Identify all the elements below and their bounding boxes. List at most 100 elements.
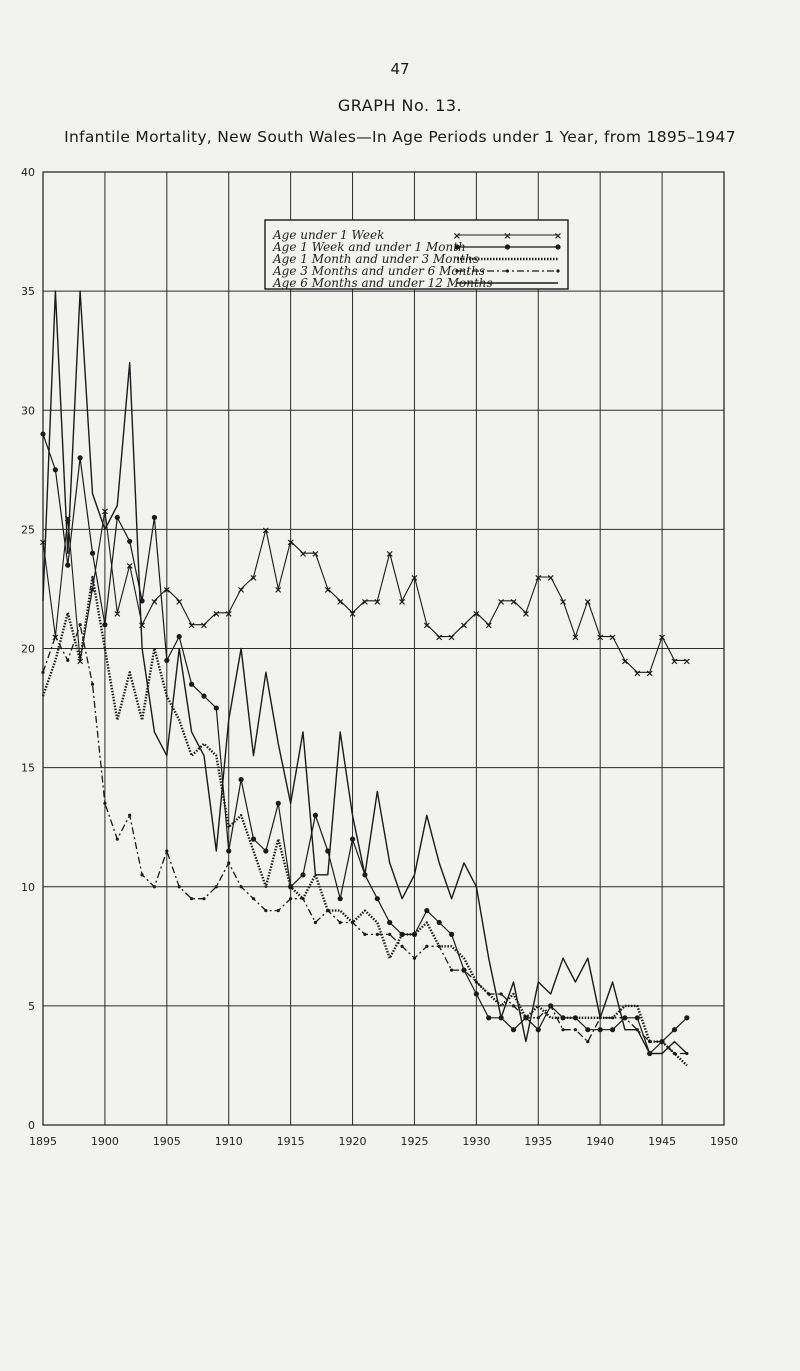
data-point	[300, 872, 306, 878]
data-point: ×	[385, 549, 393, 560]
legend-box	[264, 219, 569, 290]
legend-label: Age 6 Months and under 12 Months	[272, 276, 493, 290]
data-point	[189, 897, 194, 901]
data-point: ×	[423, 621, 431, 632]
data-point	[623, 1016, 627, 1020]
data-point: ×	[633, 668, 641, 679]
data-point	[227, 861, 231, 865]
data-point	[115, 837, 119, 841]
legend-label: Age under 1 Week	[272, 228, 384, 242]
series-line	[42, 509, 687, 673]
x-tick-label: 1905	[153, 1135, 181, 1148]
data-point: ×	[497, 597, 505, 608]
data-point: ×	[64, 513, 72, 524]
page-number: 47	[390, 60, 410, 78]
data-point	[450, 968, 454, 972]
data-point	[684, 1015, 690, 1021]
data-point	[251, 897, 256, 901]
data-point: ×	[138, 621, 146, 632]
data-point	[114, 514, 120, 521]
x-tick-label: 1925	[400, 1135, 428, 1148]
data-point	[350, 920, 355, 925]
data-point	[536, 1016, 540, 1020]
data-point: ×	[571, 633, 579, 644]
data-point: ×	[113, 609, 121, 620]
data-point: ×	[249, 573, 257, 584]
data-point: ×	[163, 585, 171, 596]
chart-heading: GRAPH No. 13.	[337, 96, 463, 115]
data-point: ×	[286, 537, 294, 548]
data-point: ×	[460, 621, 468, 632]
data-point	[400, 944, 404, 948]
chart-title: Infantile Mortality, New South Wales—In …	[64, 128, 736, 146]
data-point	[449, 931, 455, 938]
data-point	[128, 813, 132, 817]
data-point	[239, 885, 243, 889]
data-point	[52, 467, 58, 473]
y-tick-label: 40	[21, 166, 35, 179]
data-point	[276, 908, 280, 913]
data-point: ×	[225, 609, 233, 620]
data-point	[78, 623, 82, 627]
data-point	[597, 1027, 603, 1033]
data-point	[610, 1016, 615, 1020]
data-point	[487, 992, 491, 996]
data-point: ×	[509, 597, 517, 608]
legend-marker	[455, 269, 459, 273]
data-point	[436, 919, 442, 926]
data-point: ×	[559, 597, 567, 608]
data-point: ×	[608, 633, 616, 644]
data-point: ×	[311, 549, 319, 560]
data-point: ×	[522, 609, 530, 620]
data-point	[313, 920, 317, 925]
data-point: ×	[398, 597, 406, 608]
data-point: ×	[410, 573, 418, 584]
data-point	[424, 907, 430, 914]
data-point: ×	[658, 633, 666, 644]
data-point: ×	[596, 633, 604, 644]
data-point	[412, 956, 417, 960]
x-tick-label: 1950	[710, 1135, 738, 1148]
data-point	[511, 1004, 516, 1008]
chart-axes: 1895 1900 1905 1910 1915 1920 1925 1930 1935 1940…	[21, 166, 738, 1148]
data-point	[486, 1015, 492, 1021]
legend-marker	[555, 244, 561, 250]
data-point	[250, 836, 257, 842]
data-point: ×	[447, 633, 455, 644]
data-point: ×	[237, 585, 245, 596]
data-point	[201, 693, 207, 699]
x-tick-label: 1910	[215, 1135, 243, 1148]
legend-marker	[454, 244, 460, 250]
y-tick-label: 30	[21, 404, 35, 417]
x-tick-label: 1915	[277, 1135, 305, 1148]
x-tick-label: 1935	[524, 1135, 552, 1148]
data-point	[65, 562, 71, 568]
legend-label: Age 3 Months and under 6 Months	[272, 264, 485, 278]
y-tick-label: 35	[21, 285, 35, 298]
legend-marker: ×	[453, 231, 461, 242]
data-point	[585, 1027, 591, 1033]
data-point	[66, 658, 70, 663]
x-tick-label: 1920	[339, 1135, 367, 1148]
data-point	[89, 550, 96, 556]
data-point	[437, 944, 441, 948]
data-point	[312, 812, 318, 818]
data-point	[103, 801, 107, 805]
y-tick-label: 20	[21, 643, 35, 656]
data-point: ×	[187, 621, 195, 632]
data-point	[188, 681, 195, 687]
y-tick-label: 15	[21, 762, 35, 775]
data-point	[387, 919, 393, 926]
data-point	[213, 705, 219, 711]
data-point	[41, 670, 45, 674]
y-tick-label: 0	[28, 1119, 35, 1132]
data-point	[524, 1016, 528, 1020]
y-tick-label: 5	[28, 1000, 35, 1013]
data-point: ×	[670, 656, 678, 667]
data-point: ×	[546, 573, 554, 584]
data-point	[609, 1027, 616, 1033]
data-point: ×	[348, 609, 356, 620]
data-point	[202, 897, 206, 901]
data-point	[289, 897, 293, 901]
